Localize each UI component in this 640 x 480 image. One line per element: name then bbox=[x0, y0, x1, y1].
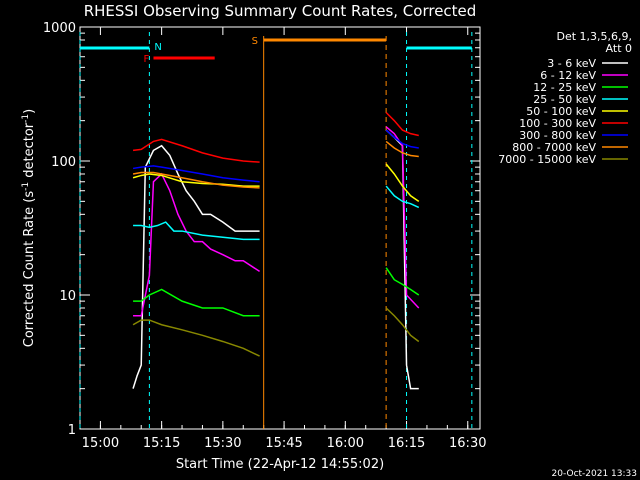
series-line bbox=[385, 111, 419, 137]
x-tick-label: 15:45 bbox=[265, 436, 302, 451]
x-tick-label: 16:15 bbox=[388, 436, 425, 451]
series-line bbox=[385, 163, 420, 202]
legend-header-line-1: Det 1,3,5,6,9, bbox=[556, 30, 632, 43]
y-axis-label-sup-2: -1 bbox=[21, 114, 31, 123]
x-tick-label: 15:30 bbox=[204, 436, 241, 451]
series-line bbox=[132, 173, 260, 187]
series-line bbox=[132, 138, 260, 163]
y-axis-label-sup-1: -1 bbox=[21, 182, 31, 191]
series-line bbox=[385, 307, 420, 343]
y-axis-label-end: ) bbox=[22, 109, 37, 114]
legend-label: 6 - 12 keV bbox=[540, 69, 596, 82]
x-tick-label: 16:30 bbox=[449, 436, 486, 451]
series-line bbox=[132, 319, 260, 357]
y-tick-label: 100 bbox=[51, 155, 76, 170]
y-axis-label-main: Corrected Count Rate (s bbox=[22, 191, 37, 348]
flag-label-s: S bbox=[252, 36, 258, 47]
series-line bbox=[385, 267, 420, 296]
y-tick-label: 1 bbox=[68, 423, 76, 438]
series-line bbox=[385, 129, 419, 149]
plot-frame bbox=[79, 26, 481, 430]
legend-label: 50 - 100 keV bbox=[526, 105, 596, 118]
x-tick-label: 15:15 bbox=[143, 436, 180, 451]
legend-label: 25 - 50 keV bbox=[533, 93, 596, 106]
x-axis-label: Start Time (22-Apr-12 14:55:02) bbox=[176, 457, 384, 472]
y-axis-ticks: 1 10 100 1000 bbox=[43, 21, 480, 438]
series-line bbox=[385, 126, 420, 309]
series-line bbox=[132, 171, 260, 189]
y-axis-label-mid: detector bbox=[22, 122, 37, 182]
x-tick-label: 15:00 bbox=[82, 436, 119, 451]
series-lines bbox=[132, 111, 420, 390]
x-tick-label: 16:00 bbox=[327, 436, 364, 451]
flag-bars: FN S bbox=[79, 32, 473, 429]
series-line bbox=[132, 144, 260, 389]
flag-label-f: F bbox=[143, 54, 149, 65]
legend-label: 7000 - 15000 keV bbox=[498, 153, 596, 166]
timestamp: 20-Oct-2021 13:33 bbox=[552, 469, 637, 479]
flag-label-n: N bbox=[154, 42, 161, 53]
legend-header-line-2: Att 0 bbox=[606, 42, 632, 55]
legend-label: 300 - 800 keV bbox=[519, 129, 596, 142]
series-line bbox=[385, 140, 419, 158]
series-line bbox=[133, 221, 260, 241]
series-line bbox=[133, 172, 261, 317]
legend-label: 3 - 6 keV bbox=[547, 57, 596, 70]
legend-label: 100 - 300 keV bbox=[519, 117, 596, 130]
series-line bbox=[133, 288, 260, 317]
series-line bbox=[385, 185, 420, 209]
y-tick-label: 1000 bbox=[43, 21, 76, 36]
y-tick-label: 10 bbox=[59, 289, 76, 304]
x-axis-ticks: 15:00 15:15 15:30 15:45 16:00 16:15 16:30 bbox=[79, 27, 486, 451]
y-axis-label: Corrected Count Rate (s-1 detector-1) bbox=[21, 109, 37, 347]
legend-label: 800 - 7000 keV bbox=[512, 141, 596, 154]
legend-label: 12 - 25 keV bbox=[533, 81, 596, 94]
chart-title: RHESSI Observing Summary Count Rates, Co… bbox=[84, 2, 477, 20]
series-line bbox=[132, 165, 260, 183]
